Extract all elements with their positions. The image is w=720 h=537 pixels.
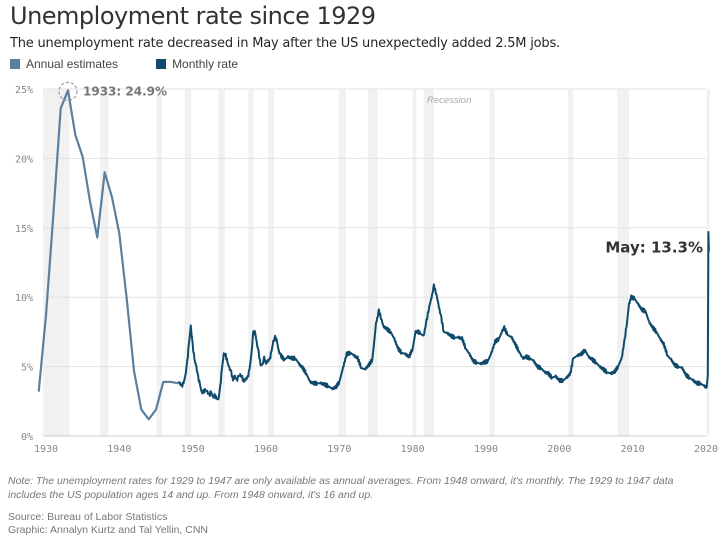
recession-band — [338, 89, 346, 436]
source-credit: Source: Bureau of Labor Statistics Graph… — [8, 511, 208, 537]
latest-annotation: May: 13.3% — [605, 238, 703, 256]
line-chart: 0% 5% 10% 15% 20% 25% 1930 1940 1950 1960 1970 198… — [15, 81, 718, 455]
y-tick-label: 20% — [15, 154, 33, 165]
y-axis-ticks: 0% 5% 10% 15% 20% 25% — [15, 85, 33, 443]
recession-band — [218, 89, 225, 436]
recession-band — [43, 89, 70, 436]
x-tick-label: 2010 — [621, 444, 645, 455]
monthly-series-line — [177, 231, 710, 401]
chart-title: Unemployment rate since 1929 — [10, 2, 376, 30]
annual-series-line — [37, 89, 179, 421]
recession-bands — [43, 89, 710, 436]
credit-line: Graphic: Annalyn Kurtz and Tal Yellin, C… — [8, 524, 209, 536]
x-axis-ticks: 1930 1940 1950 1960 1970 1980 1990 2000 2010 2020 — [34, 444, 718, 455]
recession-band — [367, 89, 378, 436]
legend-item-annual: Annual estimates — [10, 57, 118, 71]
x-tick-label: 1930 — [34, 444, 58, 455]
recession-band — [617, 89, 629, 436]
recession-band — [100, 89, 109, 436]
recession-band — [248, 89, 254, 436]
y-tick-label: 15% — [15, 224, 33, 235]
legend-item-monthly: Monthly rate — [156, 57, 238, 71]
source-line: Source: Bureau of Labor Statistics — [8, 511, 168, 523]
chart-subtitle: The unemployment rate decreased in May a… — [10, 36, 560, 51]
legend-label-annual: Annual estimates — [26, 57, 119, 71]
legend-label-monthly: Monthly rate — [172, 57, 239, 71]
recession-band — [412, 89, 417, 436]
recession-band — [423, 89, 434, 436]
y-tick-label: 25% — [15, 85, 33, 96]
x-tick-label: 1970 — [327, 444, 351, 455]
x-tick-label: 2000 — [547, 444, 571, 455]
x-tick-label: 1990 — [474, 444, 498, 455]
recession-band — [568, 89, 574, 436]
y-tick-label: 5% — [21, 363, 33, 374]
y-tick-label: 0% — [21, 432, 33, 443]
recession-band — [489, 89, 495, 436]
gridlines — [43, 88, 706, 437]
recession-label: Recession — [427, 95, 471, 106]
x-tick-label: 1950 — [181, 444, 205, 455]
legend-swatch-annual — [10, 59, 20, 69]
x-tick-label: 2020 — [694, 444, 718, 455]
x-tick-label: 1980 — [401, 444, 425, 455]
y-tick-label: 10% — [15, 293, 33, 304]
legend-swatch-monthly — [156, 59, 167, 69]
recession-band — [156, 89, 162, 436]
legend: Annual estimates Monthly rate — [10, 57, 238, 71]
recession-band — [268, 89, 275, 436]
peak-annotation: 1933: 24.9% — [83, 84, 167, 98]
recession-band — [184, 89, 192, 436]
x-tick-label: 1960 — [254, 444, 278, 455]
x-tick-label: 1940 — [107, 444, 131, 455]
footnote: Note: The unemployment rates for 1929 to… — [8, 475, 674, 501]
series — [37, 89, 710, 421]
peak-marker — [58, 81, 78, 101]
